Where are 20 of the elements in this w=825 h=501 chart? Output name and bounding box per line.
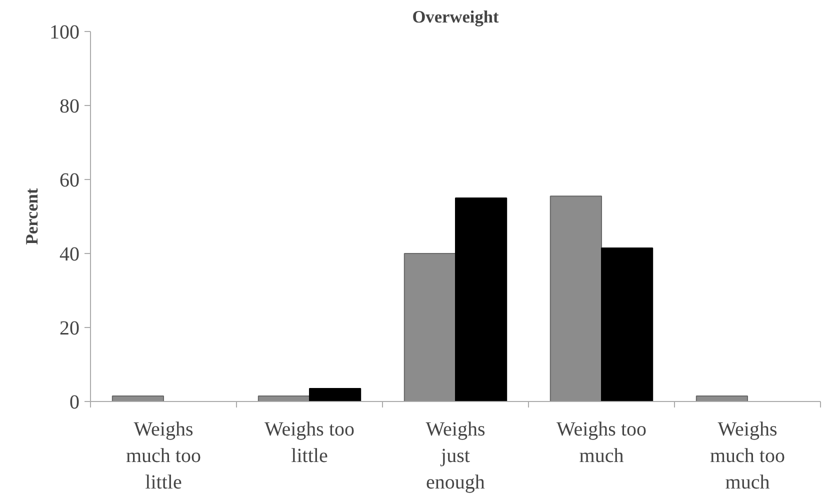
x-tick-label: Weighs much too much [710,418,786,494]
y-axis-title: Percent [22,188,42,245]
chart-title: Overweight [412,8,500,26]
bar [696,395,748,402]
x-tick-label: Weighs just enough [426,418,486,494]
y-tick-label: 80 [60,96,80,118]
y-tick-label: 0 [70,392,80,414]
bar [455,198,508,402]
x-tick-label: Weighs too little [264,418,355,467]
y-tick-label: 20 [60,318,80,340]
y-tick-label: 100 [50,22,80,44]
bar [550,196,602,402]
y-tick-label: 60 [60,170,80,192]
y-tick-label: 40 [60,244,80,266]
x-tick-label: Weighs much too little [126,418,202,494]
bar [112,395,164,402]
bar [404,253,456,402]
x-tick-label: Weighs too much [556,418,647,467]
bar [601,247,654,402]
bar [309,388,362,402]
